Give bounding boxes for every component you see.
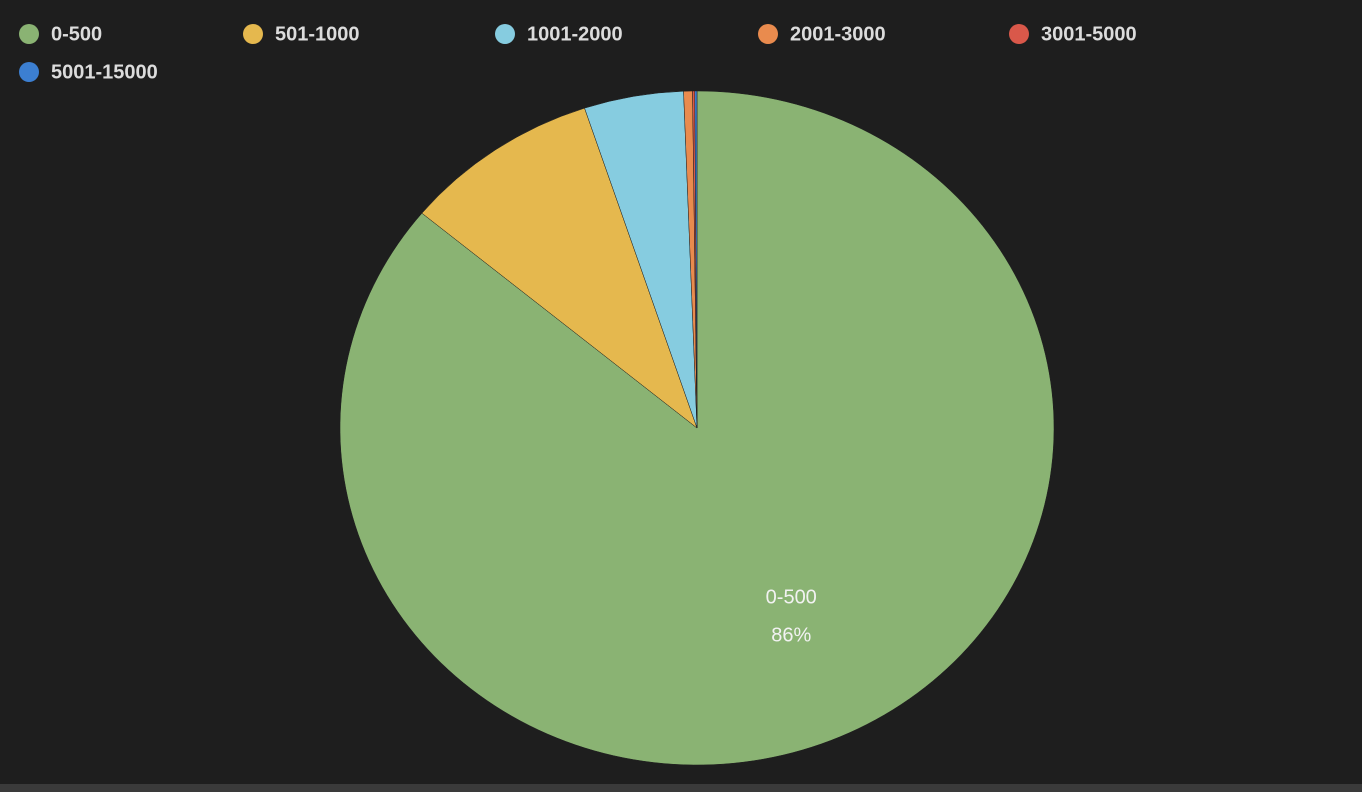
- bottom-bar: [0, 784, 1362, 792]
- pie-slice: [694, 90, 698, 429]
- legend-marker: [495, 24, 515, 44]
- legend-marker: [19, 62, 39, 82]
- legend-marker: [758, 24, 778, 44]
- legend-marker: [243, 24, 263, 44]
- legend-label: 3001-5000: [1041, 23, 1137, 45]
- legend-label: 0-500: [51, 23, 102, 45]
- pie-slice: [421, 107, 698, 429]
- slice-value-label: 86%: [771, 624, 811, 646]
- legend-marker: [19, 24, 39, 44]
- legend-marker: [1009, 24, 1029, 44]
- legend-label: 501-1000: [275, 23, 360, 45]
- legend-label: 1001-2000: [527, 23, 623, 45]
- slice-label: 0-500: [766, 586, 817, 608]
- legend-label: 2001-3000: [790, 23, 886, 45]
- legend-label: 5001-15000: [51, 61, 158, 83]
